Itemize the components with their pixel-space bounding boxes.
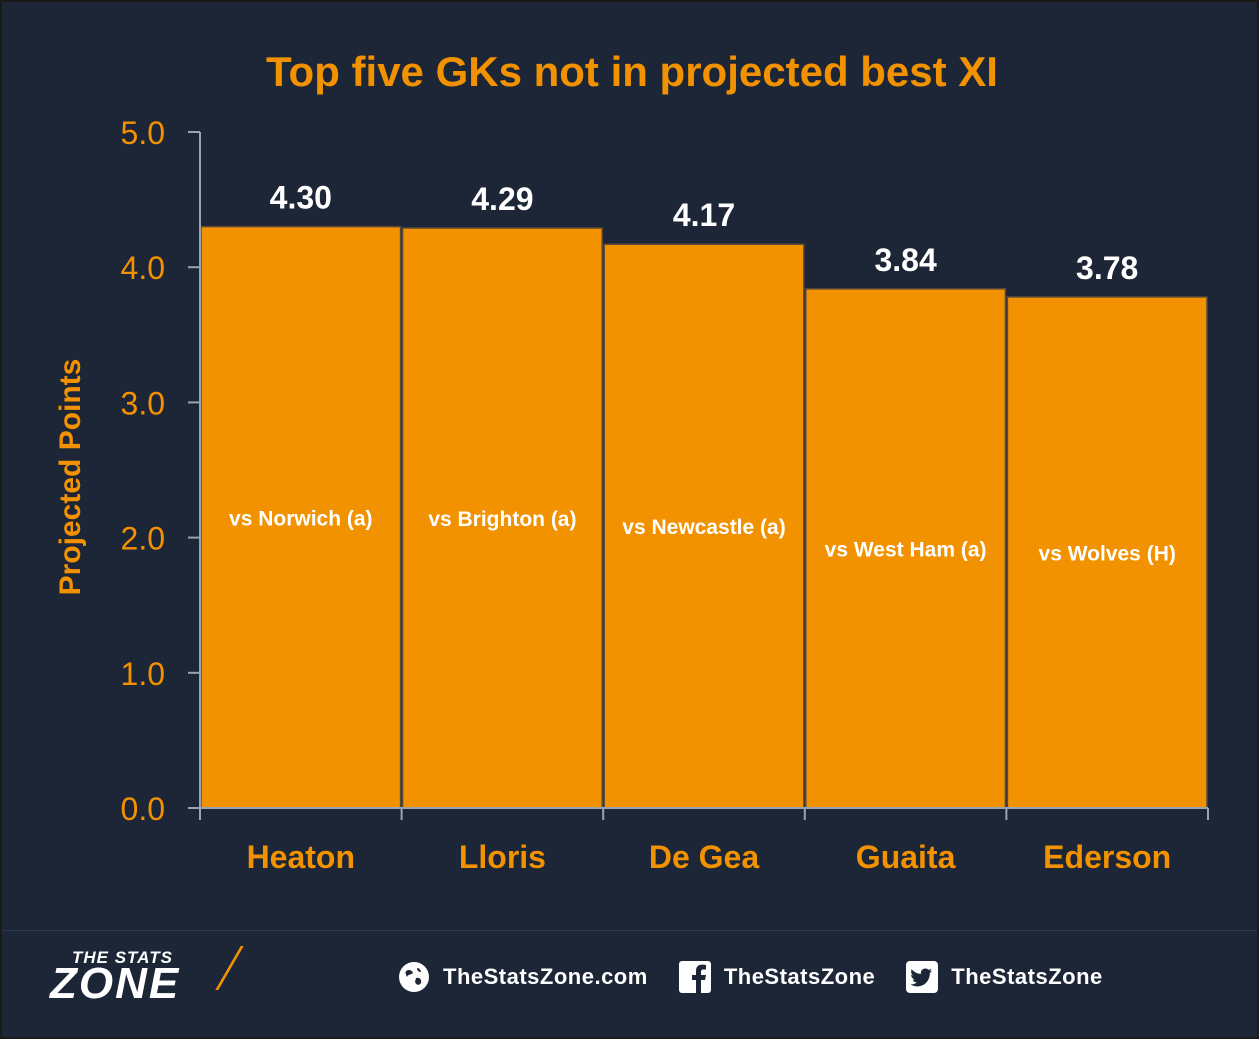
bar <box>401 227 603 809</box>
bar-annotation: vs Wolves (H) <box>1039 542 1176 565</box>
bars-group <box>200 225 1208 809</box>
globe-icon <box>399 962 429 992</box>
x-tick-label: Heaton <box>247 839 355 875</box>
twitter-link[interactable]: TheStatsZone <box>905 960 1102 994</box>
logo-big-text: ZONE <box>50 959 181 1008</box>
bar-chart: Top five GKs not in projected best XI Pr… <box>54 48 1209 875</box>
facebook-icon <box>678 961 711 993</box>
website-label: TheStatsZone.com <box>443 964 648 989</box>
y-tick-label: 4.0 <box>121 250 165 286</box>
x-tick-label: De Gea <box>649 839 759 875</box>
x-tick-label: Guaita <box>856 839 956 875</box>
value-label: 4.17 <box>673 197 735 233</box>
social-links: TheStatsZone.com TheStatsZone TheStatsZo… <box>397 960 1103 994</box>
axes-group <box>199 132 1209 820</box>
y-axis-ticks: 0.0 1.0 2.0 3.0 4.0 5.0 <box>121 115 200 827</box>
footer-divider <box>2 930 1257 931</box>
y-axis-label: Projected Points <box>54 359 87 596</box>
website-link[interactable]: TheStatsZone.com <box>397 960 648 994</box>
bar <box>200 225 402 809</box>
logo-slash <box>215 946 244 990</box>
x-tick-label: Ederson <box>1043 839 1171 875</box>
facebook-link[interactable]: TheStatsZone <box>678 960 875 994</box>
value-labels-group: 4.30 4.29 4.17 3.84 3.78 <box>270 180 1139 286</box>
y-tick-label: 3.0 <box>121 385 165 421</box>
logo-small-text: THE STATS <box>72 948 173 967</box>
bar-annotations-group: vs Norwich (a) vs Brighton (a) vs Newcastl… <box>229 507 1176 565</box>
facebook-label: TheStatsZone <box>723 964 876 989</box>
bar <box>805 288 1007 809</box>
bar-annotation: vs Brighton (a) <box>428 508 576 531</box>
y-tick-label: 5.0 <box>121 115 165 151</box>
x-axis-ticks: Heaton Lloris De Gea Guaita Ederson <box>247 839 1172 875</box>
twitter-icon <box>906 961 939 993</box>
value-label: 4.30 <box>270 180 332 216</box>
bar <box>603 243 805 809</box>
value-label: 4.29 <box>471 181 533 217</box>
value-label: 3.84 <box>874 242 936 278</box>
y-tick-label: 0.0 <box>121 791 165 827</box>
bar-annotation: vs West Ham (a) <box>825 538 987 561</box>
bar-annotation: vs Newcastle (a) <box>622 516 785 539</box>
y-tick-label: 1.0 <box>121 656 165 692</box>
stats-zone-logo[interactable]: THE STATS ZONE <box>50 946 265 1008</box>
bar <box>1006 296 1208 809</box>
y-tick-label: 2.0 <box>121 521 165 557</box>
chart-title: Top five GKs not in projected best XI <box>266 48 998 95</box>
twitter-label: TheStatsZone <box>951 964 1103 989</box>
value-label: 3.78 <box>1076 250 1138 286</box>
bar-annotation: vs Norwich (a) <box>229 507 373 530</box>
x-tick-label: Lloris <box>459 839 546 875</box>
